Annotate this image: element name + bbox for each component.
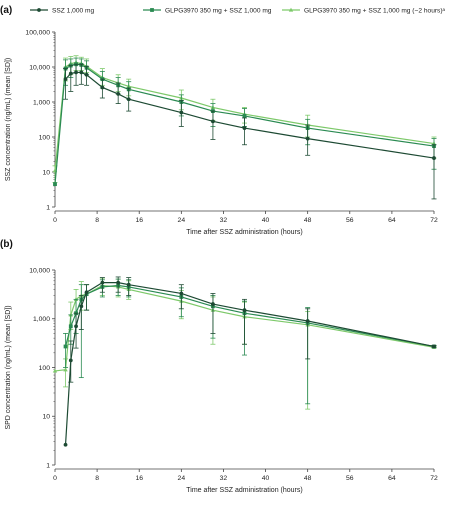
- series-ssz-1-000-mg: [63, 276, 437, 447]
- y-tick-label: 100,000: [25, 29, 50, 36]
- data-point: [126, 97, 131, 102]
- y-tick-label: 100: [39, 365, 51, 372]
- x-tick-label: 0: [53, 475, 57, 482]
- x-tick-label: 48: [304, 217, 312, 224]
- data-point: [68, 358, 73, 363]
- data-point: [179, 291, 184, 296]
- data-point: [79, 304, 84, 309]
- y-tick-label: 1,000: [33, 99, 50, 106]
- y-tick-label: 100: [39, 134, 51, 141]
- data-point: [100, 280, 105, 285]
- legend-label: SSZ 1,000 mg: [52, 7, 94, 14]
- legend-label: GLPG3970 350 mg + SSZ 1,000 mg (−2 hours…: [304, 7, 446, 14]
- data-point: [84, 72, 89, 77]
- x-tick-label: 56: [346, 475, 354, 482]
- data-point: [74, 70, 78, 75]
- x-axis-title: Time after SSZ administration (hours): [186, 229, 302, 236]
- y-tick-label: 10,000: [29, 267, 50, 274]
- data-point: [116, 92, 121, 96]
- legend-item-2: GLPG3970 350 mg + SSZ 1,000 mg: [143, 7, 272, 14]
- data-point: [432, 156, 436, 160]
- x-tick-label: 16: [135, 475, 143, 482]
- data-point: [79, 70, 84, 75]
- data-point: [53, 182, 57, 187]
- panel-b: (b) 1 10 100 1,000 10,000 0 8 16 24 32 40 48 56 64 72 Ti…: [0, 239, 438, 494]
- data-point: [242, 308, 247, 313]
- y-tick-label: 10: [42, 414, 50, 421]
- x-tick-label: 32: [220, 475, 228, 482]
- y-tick-label: 1: [46, 462, 50, 469]
- y-tick-label: 10,000: [29, 64, 50, 71]
- panel-label: (b): [0, 239, 13, 250]
- x-tick-label: 64: [388, 475, 396, 482]
- series-glpg3970-350-mg-ssz-1-000-mg: [63, 278, 437, 405]
- x-tick-label: 40: [262, 475, 270, 482]
- data-point: [242, 114, 247, 118]
- y-tick-label: 10: [42, 169, 50, 176]
- data-point: [179, 110, 184, 115]
- legend-marker-square: [150, 8, 154, 12]
- x-tick-label: 8: [95, 217, 99, 224]
- panel-label: (a): [0, 5, 12, 16]
- x-tick-label: 32: [220, 217, 228, 224]
- series-line: [64, 282, 435, 445]
- series-ssz-1-000-mg: [63, 63, 437, 200]
- x-tick-label: 40: [262, 217, 270, 224]
- x-tick-label: 16: [135, 217, 143, 224]
- x-tick-label: 24: [178, 217, 186, 224]
- data-point: [305, 319, 310, 323]
- x-tick-label: 0: [53, 217, 57, 224]
- data-point: [63, 344, 68, 349]
- data-point: [84, 290, 89, 295]
- data-point: [126, 282, 131, 287]
- data-point: [211, 119, 215, 124]
- legend-item-3: GLPG3970 350 mg + SSZ 1,000 mg (−2 hours…: [282, 7, 446, 14]
- data-point: [305, 136, 310, 141]
- y-axis-title: SPD concentration (ng/mL) (mean [SD]): [5, 305, 12, 429]
- data-point: [63, 442, 68, 447]
- x-axis-title: Time after SSZ administration (hours): [186, 487, 302, 494]
- data-point: [63, 367, 68, 372]
- data-point: [100, 85, 105, 90]
- data-point: [211, 302, 215, 306]
- x-tick-label: 8: [95, 475, 99, 482]
- data-point: [242, 126, 247, 130]
- y-axis-title: SSZ concentration (ng/mL) (mean [SD]): [5, 58, 12, 181]
- data-point: [63, 77, 68, 82]
- legend: SSZ 1,000 mg GLPG3970 350 mg + SSZ 1,000 …: [30, 7, 446, 14]
- data-point: [116, 280, 121, 285]
- data-point: [68, 71, 73, 76]
- x-tick-label: 72: [430, 475, 438, 482]
- data-point: [68, 324, 73, 329]
- y-tick-label: 1: [46, 204, 50, 211]
- x-tick-label: 48: [304, 475, 312, 482]
- legend-marker-circle: [37, 8, 41, 12]
- x-tick-label: 56: [346, 217, 354, 224]
- data-point: [74, 324, 78, 329]
- x-tick-label: 72: [430, 217, 438, 224]
- x-tick-label: 64: [388, 217, 396, 224]
- data-point: [432, 344, 436, 349]
- panel-a: (a) 1 10 100 1,000 10,000 100,000 0 8 16 24 32 40 48 5…: [0, 5, 438, 236]
- y-tick-label: 1,000: [33, 316, 50, 323]
- legend-label: GLPG3970 350 mg + SSZ 1,000 mg: [165, 7, 272, 14]
- x-tick-label: 24: [178, 475, 186, 482]
- legend-marker-triangle: [288, 7, 294, 12]
- data-point: [52, 368, 58, 373]
- legend-item-1: SSZ 1,000 mg: [30, 7, 94, 14]
